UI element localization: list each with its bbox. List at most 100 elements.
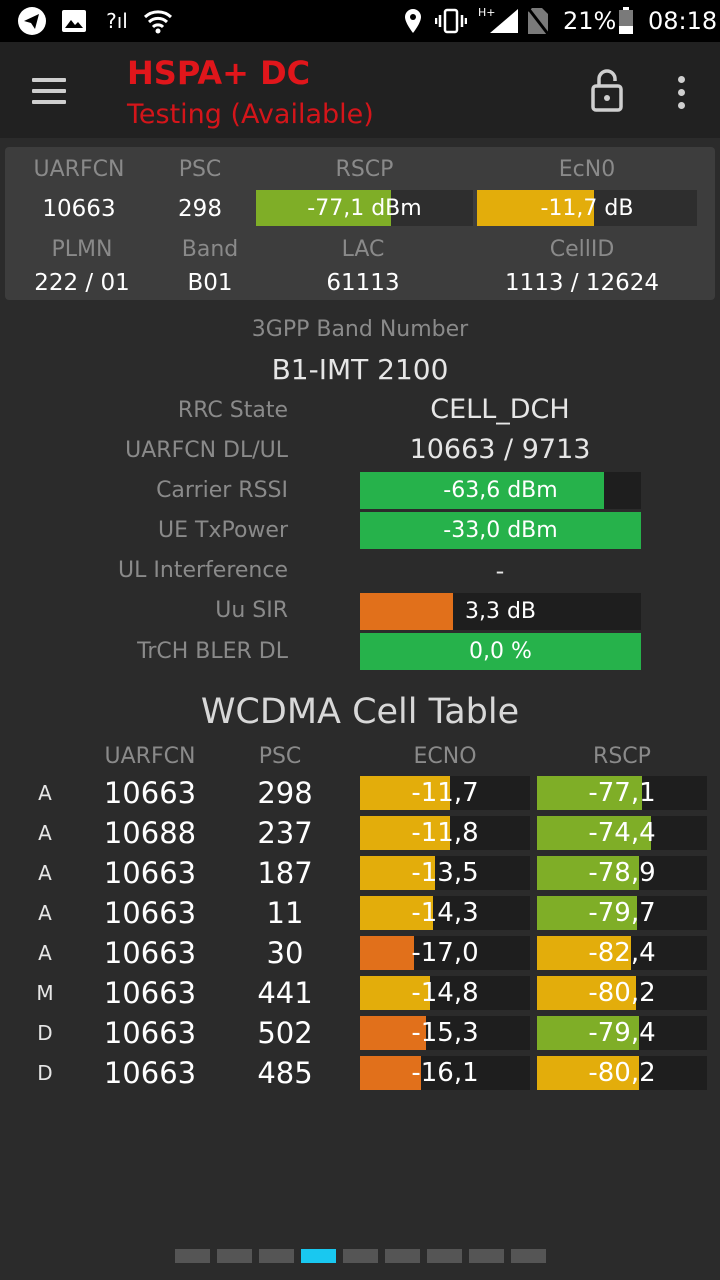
menu-icon[interactable] — [32, 78, 66, 104]
uu-sir-fill — [360, 593, 453, 630]
uu-sir-meter: 3,3 dB — [360, 593, 641, 630]
cell-ecno-fill — [360, 856, 435, 890]
band-value: B01 — [187, 270, 233, 296]
band-number-label: 3GPP Band Number — [251, 317, 469, 342]
cell-ecno-value: -15,3 — [411, 1018, 479, 1048]
page-dot[interactable] — [427, 1249, 462, 1263]
col-header-rscp: RSCP — [593, 744, 651, 769]
page-dot[interactable] — [343, 1249, 378, 1263]
trch-bler-value: 0,0 % — [469, 639, 532, 664]
page-dot[interactable] — [511, 1249, 546, 1263]
cell-rscp-fill — [537, 816, 651, 850]
cell-rscp-meter: -80,2 — [537, 976, 707, 1010]
cell-table-row: A 10663 187 -13,5 -78,9 — [0, 853, 720, 893]
cell-ecno-meter: -11,7 — [360, 776, 530, 810]
cell-psc: 237 — [257, 816, 313, 850]
cell-ecno-fill — [360, 896, 434, 930]
cell-rscp-fill — [537, 776, 643, 810]
cell-ecno-value: -14,8 — [411, 978, 479, 1008]
uarfcn-label: UARFCN — [33, 157, 125, 182]
cell-table-row: D 10663 502 -15,3 -79,4 — [0, 1013, 720, 1053]
plmn-value: 222 / 01 — [34, 270, 130, 296]
cell-status: A — [38, 901, 52, 925]
cell-ecno-value: -17,0 — [411, 938, 479, 968]
cellid-value: 1113 / 12624 — [504, 270, 660, 296]
serving-cell-summary: UARFCN PSC RSCP EcN0 10663 298 -77,1 dBm… — [5, 147, 715, 300]
trch-bler-label: TrCH BLER DL — [137, 639, 288, 664]
page-indicator — [175, 1249, 546, 1263]
carrier-rssi-label: Carrier RSSI — [156, 478, 288, 503]
cell-rscp-meter: -79,4 — [537, 1016, 707, 1050]
page-dot[interactable] — [469, 1249, 504, 1263]
cell-ecno-value: -11,7 — [411, 778, 479, 808]
ue-txpower-value: -33,0 dBm — [443, 518, 558, 543]
uu-sir-label: Uu SIR — [215, 598, 288, 623]
ul-interference-value: - — [495, 557, 505, 585]
more-options-icon[interactable] — [676, 76, 686, 110]
cell-rscp-fill — [537, 896, 638, 930]
cell-rscp-fill — [537, 976, 636, 1010]
page-dot[interactable] — [385, 1249, 420, 1263]
clock: 08:18 — [648, 7, 718, 35]
cell-rscp-meter: -82,4 — [537, 936, 707, 970]
page-dot[interactable] — [259, 1249, 294, 1263]
cell-uarfcn: 10663 — [103, 1016, 197, 1050]
cell-uarfcn: 10663 — [103, 776, 197, 810]
cell-status: A — [38, 781, 52, 805]
cell-table-row: A 10663 30 -17,0 -82,4 — [0, 933, 720, 973]
cell-psc: 441 — [257, 976, 313, 1010]
page-dot[interactable] — [217, 1249, 252, 1263]
cell-rscp-value: -77,1 — [588, 778, 656, 808]
lac-label: LAC — [341, 237, 385, 262]
telegram-icon — [16, 6, 48, 36]
cell-uarfcn: 10663 — [103, 856, 197, 890]
lock-open-icon[interactable] — [590, 68, 624, 112]
cell-rscp-meter: -79,7 — [537, 896, 707, 930]
app-bar: HSPA+ DC Testing (Available) — [0, 42, 720, 138]
carrier-rssi-meter: -63,6 dBm — [360, 472, 641, 509]
rrc-state-label: RRC State — [177, 398, 288, 423]
cell-ecno-meter: -15,3 — [360, 1016, 530, 1050]
vibrate-icon — [434, 6, 468, 36]
page-dot[interactable] — [301, 1249, 336, 1263]
rscp-value: -77,1 dBm — [307, 195, 422, 221]
col-header-ecno: ECNO — [413, 744, 477, 769]
uarfcn-dlul-value: 10663 / 9713 — [409, 434, 591, 465]
cell-rscp-value: -79,7 — [588, 898, 656, 928]
cell-ecno-fill — [360, 936, 415, 970]
status-bar: ?ıl H+ 21% 08:18 — [0, 0, 720, 42]
lac-value: 61113 — [326, 270, 400, 296]
cell-rscp-value: -74,4 — [588, 818, 656, 848]
col-header-psc: PSC — [258, 744, 302, 769]
battery-percent: 21% — [563, 7, 617, 35]
cell-ecno-value: -13,5 — [411, 858, 479, 888]
ul-interference-label: UL Interference — [118, 558, 288, 583]
cell-uarfcn: 10663 — [103, 976, 197, 1010]
ecn0-label: EcN0 — [558, 157, 616, 182]
cell-uarfcn: 10688 — [103, 816, 197, 850]
cell-psc: 485 — [257, 1056, 313, 1090]
cell-ecno-meter: -14,3 — [360, 896, 530, 930]
cell-psc: 30 — [266, 936, 304, 970]
cell-table-row: A 10688 237 -11,8 -74,4 — [0, 813, 720, 853]
mobile-signal-icon: H+ — [478, 6, 520, 36]
cell-ecno-fill — [360, 816, 451, 850]
uu-sir-value: 3,3 dB — [464, 599, 537, 624]
cell-ecno-value: -14,3 — [411, 898, 479, 928]
network-tech-title: HSPA+ DC — [127, 54, 311, 92]
cell-rscp-fill — [537, 856, 639, 890]
cell-psc: 502 — [257, 1016, 313, 1050]
page-dot[interactable] — [175, 1249, 210, 1263]
cell-ecno-meter: -16,1 — [360, 1056, 530, 1090]
cell-table-row: A 10663 11 -14,3 -79,7 — [0, 893, 720, 933]
cell-status: D — [37, 1061, 53, 1085]
cell-psc: 298 — [257, 776, 313, 810]
ecn0-meter: -11,7 dB — [477, 190, 697, 226]
cell-status: A — [38, 821, 52, 845]
uarfcn-dlul-label: UARFCN DL/UL — [125, 438, 288, 463]
image-icon — [60, 6, 88, 36]
cell-uarfcn: 10663 — [103, 936, 197, 970]
ue-txpower-meter: -33,0 dBm — [360, 512, 641, 549]
psc-label: PSC — [178, 157, 222, 182]
cell-uarfcn: 10663 — [103, 896, 197, 930]
